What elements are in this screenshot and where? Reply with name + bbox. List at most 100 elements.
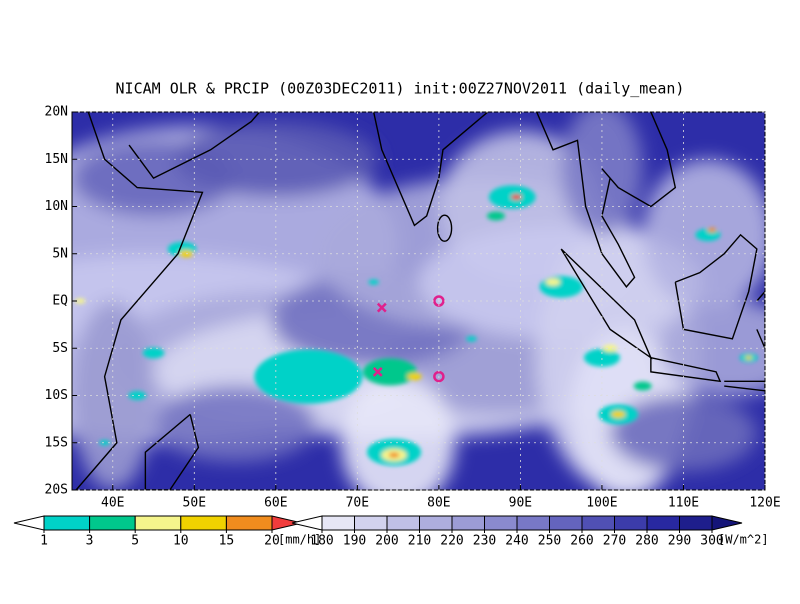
olr-scale-label: 210	[408, 534, 431, 549]
olr-scale-label: 190	[343, 534, 366, 549]
precip-scale-label: 20	[264, 534, 280, 549]
olr-scale-label: 290	[668, 534, 691, 549]
precip-scale-label: 5	[131, 534, 139, 549]
map-field	[72, 112, 765, 490]
olr-scale-label: 280	[635, 534, 658, 549]
olr-scale-label: 260	[570, 534, 593, 549]
precip-scale-unit: [mm/h]	[278, 533, 321, 547]
precip-spot	[368, 279, 380, 285]
x-tick-label: 120E	[749, 496, 780, 511]
cloud	[341, 376, 456, 490]
olr-scale-swatch	[386, 515, 420, 531]
coastline	[372, 112, 489, 227]
precip-spot	[407, 373, 422, 381]
cloud	[659, 301, 765, 396]
precip-field	[74, 185, 758, 466]
x-tick-label: 40E	[101, 496, 124, 511]
precip-spot	[602, 344, 618, 352]
y-tick-label: 5N	[52, 246, 68, 261]
precip-spot	[142, 347, 165, 359]
coastline	[724, 380, 765, 392]
y-tick-label: 20N	[45, 105, 68, 120]
precip-scale-label: 15	[219, 534, 235, 549]
coastline	[75, 112, 204, 490]
coastline	[674, 233, 758, 340]
precip-spot	[583, 348, 620, 367]
olr-scale-unit: [W/m^2]	[718, 533, 769, 547]
precip-spot	[362, 358, 417, 386]
coastline	[128, 112, 261, 180]
olr-scale-swatch	[291, 515, 323, 531]
precip-scale-swatch	[13, 515, 45, 531]
x-tick-label: 100E	[586, 496, 617, 511]
cross-marker	[372, 366, 383, 377]
olr-scale-label: 230	[473, 534, 496, 549]
cross-marker	[376, 302, 387, 313]
x-tick-label: 50E	[183, 496, 206, 511]
precip-spot	[539, 276, 583, 298]
coastline	[536, 112, 677, 288]
precip-spot	[388, 452, 400, 458]
y-tick-label: 10S	[45, 388, 68, 403]
precip-spot	[745, 355, 753, 360]
precip-spot	[611, 410, 626, 418]
precip-spot	[74, 298, 86, 304]
x-tick-label: 80E	[427, 496, 450, 511]
olr-scale-swatch	[679, 515, 713, 531]
olr-scale-label: 300	[700, 534, 723, 549]
olr-scale-label: 270	[603, 534, 626, 549]
olr-scale-label: 240	[505, 534, 528, 549]
coastline	[650, 357, 722, 383]
precip-spot	[254, 349, 363, 404]
olr-scale-label: 200	[375, 534, 398, 549]
olr-scale-swatch	[516, 515, 550, 531]
olr-scale-swatch	[581, 515, 615, 531]
circle-marker	[433, 370, 445, 383]
y-tick-label: 5S	[52, 341, 68, 356]
coastline	[144, 413, 200, 490]
x-tick-label: 110E	[668, 496, 699, 511]
precip-scale-swatch	[89, 515, 136, 531]
olr-scale-swatch	[549, 515, 583, 531]
olr-scale-label: 220	[440, 534, 463, 549]
precip-scale-label: 10	[173, 534, 189, 549]
y-tick-label: 15S	[45, 435, 68, 450]
olr-scale-swatch	[614, 515, 648, 531]
x-tick-label: 90E	[509, 496, 532, 511]
olr-scale-swatch	[451, 515, 485, 531]
precip-spot	[466, 336, 477, 342]
precip-scale-label: 1	[40, 534, 48, 549]
olr-scale-swatch	[354, 515, 388, 531]
y-tick-label: EQ	[52, 294, 68, 309]
olr-scale-swatch	[419, 515, 453, 531]
cloud	[610, 395, 757, 472]
olr-scale-swatch	[321, 515, 355, 531]
olr-scale-label: 180	[310, 534, 333, 549]
precip-spot	[545, 278, 561, 286]
precip-scale-swatch	[225, 515, 273, 531]
precip-spot	[128, 391, 147, 400]
precip-spot	[510, 194, 522, 200]
map-title: NICAM OLR & PRCIP (00Z03DEC2011) init:00…	[116, 80, 685, 98]
precip-scale-swatch	[271, 515, 303, 531]
olr-scale-swatch	[484, 515, 518, 531]
coastline	[560, 248, 653, 360]
x-tick-label: 70E	[346, 496, 369, 511]
precip-scale-label: 3	[86, 534, 94, 549]
y-tick-label: 10N	[45, 199, 68, 214]
precip-scale-swatch	[180, 515, 227, 531]
olr-scale-swatch	[646, 515, 680, 531]
precip-spot	[99, 440, 111, 446]
y-tick-label: 15N	[45, 152, 68, 167]
y-tick-label: 20S	[45, 483, 68, 498]
precip-spot	[707, 227, 717, 233]
coastline	[436, 214, 453, 242]
precip-spot	[633, 381, 652, 391]
x-tick-label: 60E	[264, 496, 287, 511]
coastlines	[75, 112, 765, 490]
precip-scale-swatch	[134, 515, 182, 531]
olr-scale-label: 250	[538, 534, 561, 549]
coastline	[756, 290, 765, 349]
precip-scale-swatch	[43, 515, 91, 531]
